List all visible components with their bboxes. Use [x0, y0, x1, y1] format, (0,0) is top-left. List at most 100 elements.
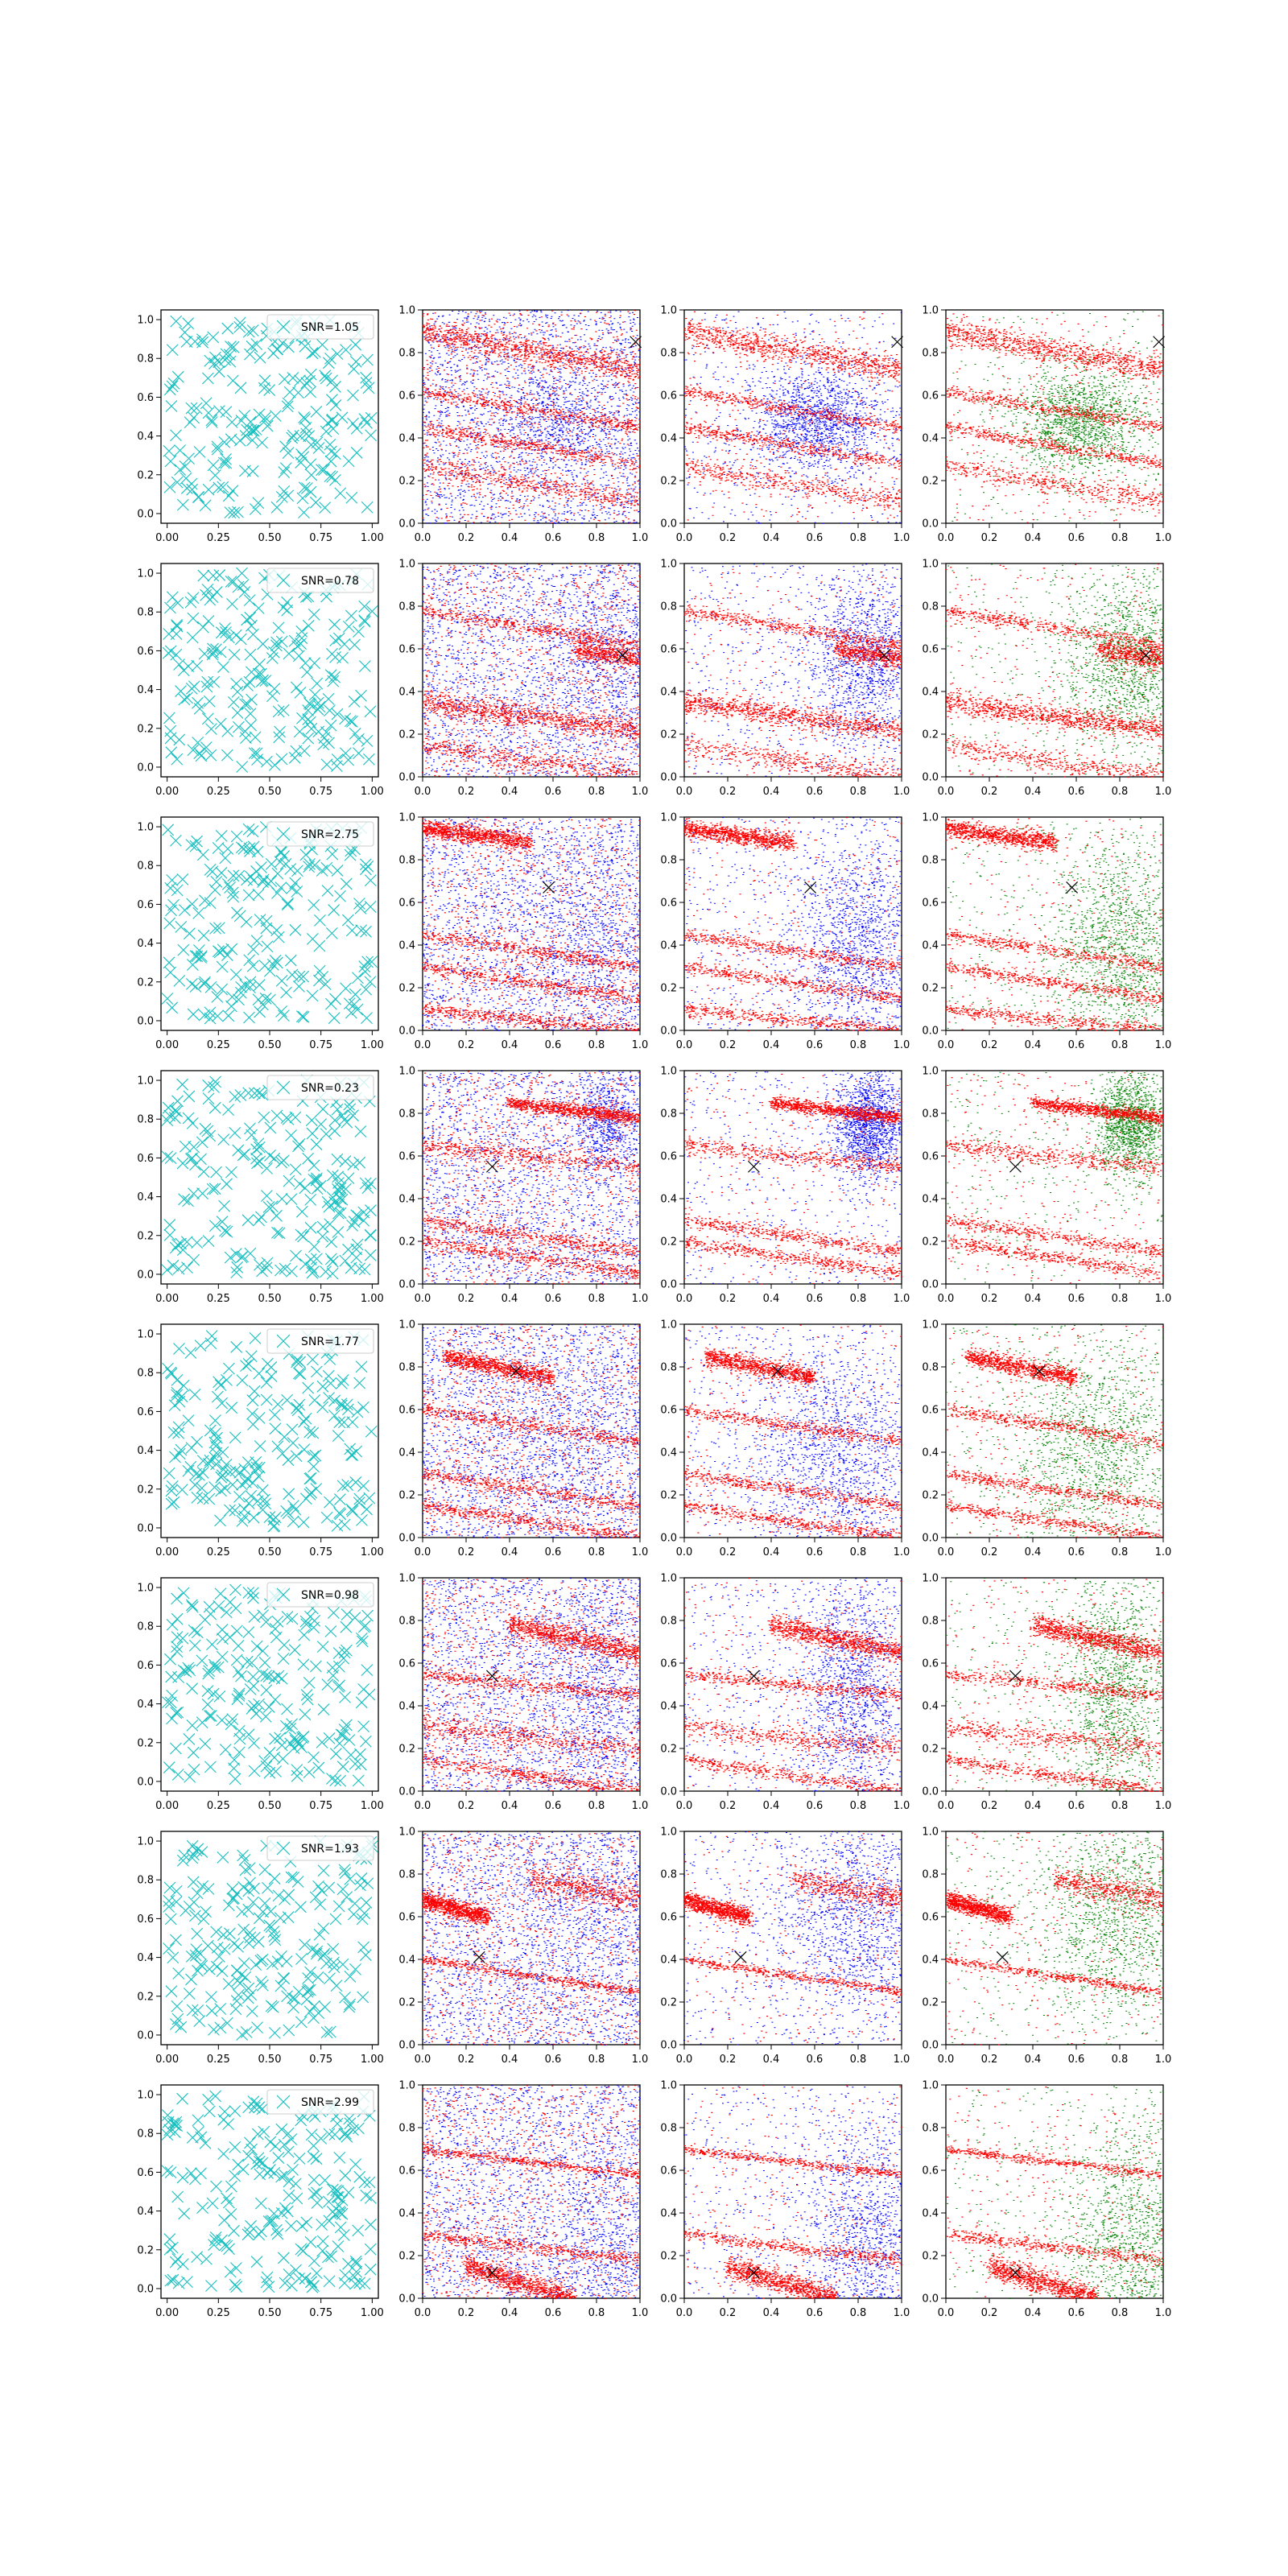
- cyan-x-marker: [334, 487, 347, 500]
- cyan-x-marker: [164, 2166, 177, 2179]
- cyan-x-marker: [208, 1481, 221, 1493]
- cyan-x-marker: [350, 2265, 363, 2278]
- cyan-x-marker: [343, 2000, 356, 2013]
- cyan-x-marker: [163, 1219, 176, 1231]
- cyan-x-marker: [243, 594, 256, 607]
- cyan-x-marker: [173, 658, 185, 671]
- x-tick-label: 1.00: [361, 1800, 384, 1812]
- target-x-marker: [616, 649, 629, 662]
- cyan-x-marker: [173, 974, 186, 987]
- cyan-x-marker: [208, 1183, 221, 1195]
- cyan-x-marker: [282, 341, 295, 353]
- x-tick-label: 1.00: [361, 1293, 384, 1305]
- cyan-x-marker: [280, 1505, 293, 1517]
- cyan-x-marker: [332, 1647, 345, 1659]
- cyan-x-marker: [272, 931, 285, 943]
- cyan-x-marker: [239, 1864, 252, 1876]
- y-tick-label: 0.6: [922, 390, 939, 402]
- cyan-x-marker: [250, 865, 262, 877]
- cyan-x-marker: [316, 1220, 329, 1233]
- panel-row2-col4: 0.0 0.2 0.4 0.6 0.8 1.00.00.20.40.60.81.0: [922, 559, 1171, 799]
- cyan-x-marker: [246, 1587, 259, 1600]
- cyan-x-marker: [253, 2101, 266, 2114]
- cyan-x-marker: [185, 839, 198, 852]
- cyan-x-marker: [272, 1889, 285, 1902]
- cyan-x-marker: [200, 397, 213, 410]
- cyan-x-marker: [273, 1227, 286, 1240]
- cyan-x-marker: [229, 1583, 242, 1596]
- axes-frame: [422, 1831, 641, 2046]
- cyan-x-marker: [336, 1480, 349, 1492]
- cyan-x-marker: [209, 922, 221, 935]
- cyan-x-marker: [171, 1641, 183, 1653]
- panel-row5-col4: 0.0 0.2 0.4 0.6 0.8 1.00.00.20.40.60.81.0: [922, 1319, 1171, 1559]
- cyan-x-marker: [303, 1766, 316, 1778]
- y-tick-label: 0.6: [137, 1153, 154, 1165]
- cyan-x-marker: [163, 383, 176, 396]
- cyan-x-marker: [164, 2274, 177, 2287]
- cyan-x-marker: [165, 400, 178, 412]
- cyan-x-marker: [308, 1265, 320, 1278]
- cyan-x-marker: [196, 950, 208, 963]
- cyan-x-marker: [349, 727, 361, 740]
- y-tick-label: 0.4: [660, 1194, 677, 1206]
- cyan-x-marker: [308, 2174, 320, 2186]
- axes-frame: [422, 816, 641, 1031]
- cyan-x-marker: [205, 2004, 218, 2017]
- cyan-x-marker: [172, 1421, 185, 1434]
- cyan-x-marker: [232, 2158, 245, 2171]
- cyan-x-marker: [299, 1708, 312, 1721]
- y-tick-label: 1.0: [398, 1827, 415, 1839]
- axes-frame: [683, 1831, 902, 2046]
- cyan-x-marker: [162, 2116, 175, 2128]
- cyan-x-marker: [202, 615, 215, 627]
- cyan-x-marker: [326, 848, 339, 861]
- cyan-x-marker: [244, 611, 257, 624]
- cyan-x-marker: [178, 2207, 191, 2220]
- cyan-x-marker: [360, 925, 372, 938]
- y-tick-label: 1.0: [398, 2080, 415, 2092]
- cyan-x-marker: [166, 344, 179, 357]
- cyan-x-marker: [276, 1752, 289, 1765]
- cyan-x-marker: [224, 1927, 236, 1940]
- cyan-x-marker: [275, 1192, 288, 1205]
- y-tick-label: 0.2: [922, 1744, 939, 1756]
- y-tick-label: 0.6: [922, 898, 939, 910]
- x-tick-label: 1.00: [361, 532, 384, 544]
- cyan-x-marker: [185, 1973, 197, 1986]
- x-tick-label: 0.4: [1025, 786, 1042, 798]
- cyan-x-marker: [205, 723, 217, 735]
- cyan-x-marker: [172, 1967, 185, 1979]
- x-tick-label: 0.4: [763, 786, 780, 798]
- cyan-x-marker: [263, 384, 276, 396]
- cyan-x-marker: [170, 429, 182, 442]
- cyan-x-marker: [248, 747, 261, 760]
- cyan-x-marker: [256, 1265, 268, 1278]
- cyan-x-marker: [302, 1972, 315, 1984]
- cyan-x-marker: [235, 1251, 248, 1264]
- cyan-x-marker: [254, 1258, 266, 1271]
- cyan-x-marker: [171, 2190, 184, 2203]
- cyan-x-marker: [246, 1407, 258, 1420]
- x-tick-label: 0.0: [676, 2054, 693, 2066]
- cyan-x-marker: [176, 2171, 189, 2184]
- cyan-x-marker: [304, 2235, 317, 2248]
- cyan-x-marker: [246, 1394, 259, 1406]
- axes-frame: [422, 1070, 641, 1285]
- cyan-x-marker: [281, 1703, 293, 1715]
- panel-row7-col1: 0.00 0.25 0.50 0.75 1.000.00.20.40.60.81.0SN…: [137, 1831, 384, 2066]
- cyan-x-marker: [290, 2264, 302, 2277]
- cyan-x-marker: [238, 1148, 251, 1161]
- cyan-x-marker: [293, 980, 305, 993]
- cyan-x-marker: [242, 1587, 255, 1599]
- cyan-x-marker: [328, 904, 341, 916]
- cyan-x-marker: [302, 1152, 315, 1165]
- cyan-x-marker: [169, 2018, 182, 2030]
- cyan-x-marker: [247, 1591, 259, 1604]
- cyan-x-marker: [301, 1985, 314, 1998]
- cyan-x-marker: [354, 1125, 367, 1137]
- cyan-x-marker: [196, 848, 209, 861]
- cyan-x-marker: [304, 1221, 317, 1234]
- cyan-x-marker: [173, 733, 186, 746]
- x-tick-label: 0.4: [1025, 1293, 1042, 1305]
